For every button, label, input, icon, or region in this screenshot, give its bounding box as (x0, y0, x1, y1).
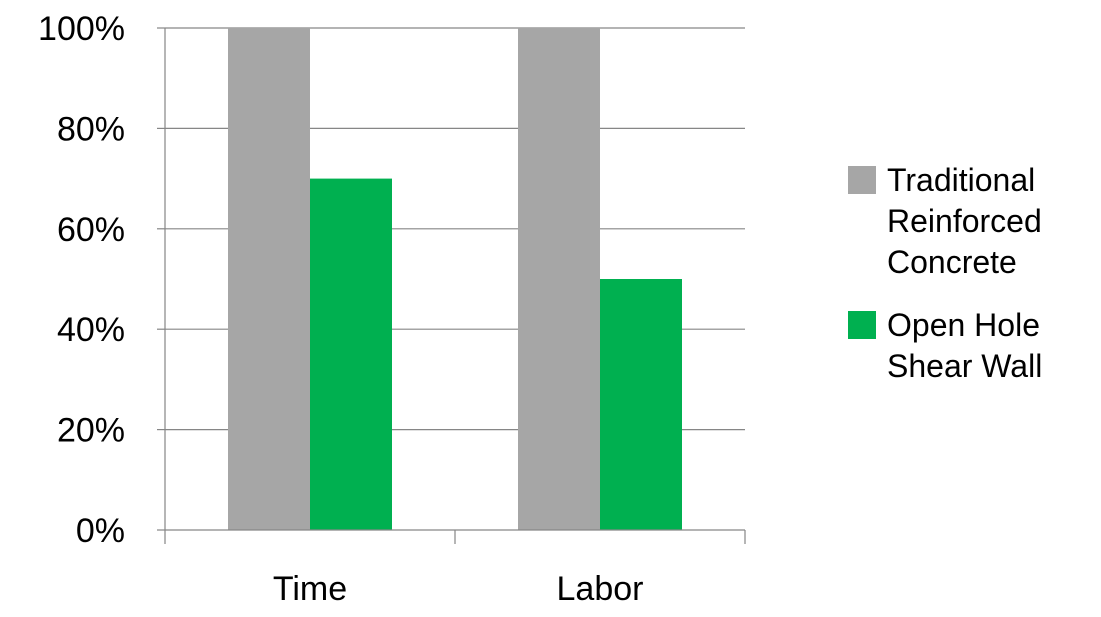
y-tick-label: 80% (57, 110, 125, 148)
legend-label-line: Open Hole (887, 307, 1040, 343)
legend-swatch (848, 311, 876, 339)
x-category-labels: Time Labor (273, 570, 644, 608)
legend-item-series-2: Open Hole Shear Wall (848, 307, 1042, 384)
legend-label: Open Hole Shear Wall (887, 307, 1042, 384)
x-category-label: Time (273, 570, 347, 608)
axes (157, 27, 746, 544)
legend-label-line: Concrete (887, 244, 1017, 280)
y-tick-label: 60% (57, 211, 125, 249)
y-tick-labels: 0% 20% 40% 60% 80% 100% (38, 10, 125, 550)
legend-label-line: Shear Wall (887, 348, 1042, 384)
bar-labor-series-1 (518, 28, 600, 530)
legend-label-line: Reinforced (887, 203, 1042, 239)
y-tick-label: 40% (57, 311, 125, 349)
bar-time-series-2 (310, 178, 392, 530)
legend-swatch (848, 166, 876, 194)
legend-item-series-1: Traditional Reinforced Concrete (848, 162, 1042, 280)
bar-labor-series-2 (600, 279, 682, 530)
y-tick-label: 20% (57, 412, 125, 450)
legend-label-line: Traditional (887, 162, 1035, 198)
x-category-label: Labor (557, 570, 644, 608)
bars (228, 28, 682, 530)
bar-time-series-1 (228, 28, 310, 530)
y-tick-label: 100% (38, 10, 125, 48)
legend: Traditional Reinforced Concrete Open Hole Sh… (848, 162, 1042, 384)
legend-label: Traditional Reinforced Concrete (887, 162, 1042, 280)
y-tick-label: 0% (76, 512, 125, 550)
